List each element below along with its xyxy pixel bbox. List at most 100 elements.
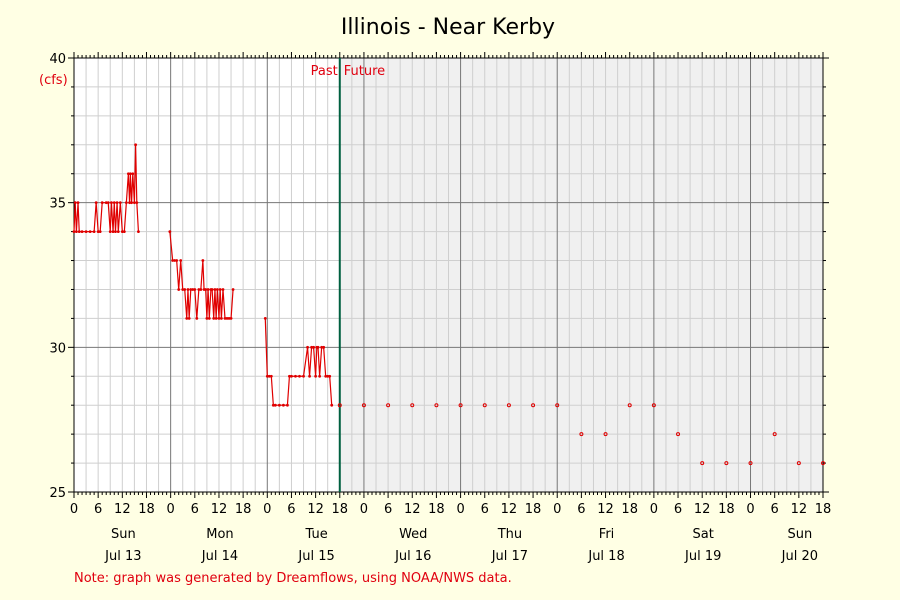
x-tick-label: 18 — [525, 502, 542, 517]
observed-point — [128, 201, 131, 205]
observed-point — [134, 143, 138, 147]
observed-point — [218, 288, 222, 291]
observed-point — [185, 317, 189, 320]
day-of-week-label: Sat — [693, 527, 714, 542]
forecast-point — [603, 432, 608, 437]
observed-point — [179, 259, 183, 262]
observed-point — [306, 345, 309, 349]
observed-point — [197, 288, 201, 291]
observed-point — [126, 172, 130, 176]
forecast-point — [555, 403, 560, 408]
x-tick-label: 12 — [307, 502, 324, 517]
observed-point — [229, 317, 233, 320]
observed-point — [267, 374, 271, 378]
observed-point — [175, 259, 179, 262]
observed-point — [72, 230, 76, 234]
observed-point — [318, 374, 322, 378]
observed-point — [130, 201, 133, 205]
x-tick-label: 12 — [597, 502, 614, 517]
observed-point — [316, 345, 320, 349]
forecast-point — [579, 432, 584, 437]
x-tick-label: 0 — [167, 502, 175, 517]
observed-point — [212, 317, 216, 320]
observed-point — [206, 288, 210, 291]
x-tick-label: 6 — [577, 502, 585, 517]
observed-point — [326, 374, 330, 378]
observed-point — [227, 317, 231, 320]
observed-point — [122, 230, 126, 234]
observed-point — [120, 230, 124, 234]
observed-point — [104, 201, 108, 205]
observed-point — [75, 230, 78, 234]
x-tick-label: 6 — [674, 502, 682, 517]
date-label: Jul 19 — [684, 549, 721, 564]
observed-point — [96, 230, 100, 234]
observed-point — [207, 317, 211, 320]
observed-point — [223, 317, 227, 320]
observed-point — [116, 230, 120, 234]
forecast-point — [772, 432, 777, 437]
observed-point — [110, 201, 113, 205]
observed-point — [137, 230, 140, 234]
observed-point — [330, 403, 334, 407]
x-tick-label: 12 — [791, 502, 808, 517]
day-of-week-label: Sun — [111, 527, 136, 542]
observed-point — [205, 317, 209, 320]
observed-point — [217, 317, 221, 320]
observed-point — [88, 230, 92, 234]
observed-point — [191, 288, 195, 291]
x-tick-label: 0 — [70, 502, 78, 517]
observed-point — [84, 230, 88, 234]
x-tick-label: 18 — [621, 502, 638, 517]
observed-point — [263, 317, 267, 320]
observed-point — [269, 374, 273, 378]
date-label: Jul 15 — [297, 549, 334, 564]
x-tick-label: 6 — [384, 502, 392, 517]
observed-point — [189, 288, 193, 291]
observed-point — [76, 201, 80, 205]
y-tick-label: 25 — [49, 486, 66, 501]
y-axis-unit-label: (cfs) — [39, 73, 68, 88]
x-tick-label: 0 — [456, 502, 464, 517]
y-tick-label: 35 — [49, 197, 66, 212]
observed-point — [181, 288, 185, 291]
observed-point — [201, 259, 205, 262]
observed-point — [98, 230, 102, 234]
forecast-point — [676, 432, 681, 437]
observed-point — [204, 288, 208, 291]
x-tick-label: 12 — [114, 502, 131, 517]
observed-point — [168, 230, 172, 234]
observed-point — [193, 288, 197, 291]
observed-point — [288, 374, 291, 378]
observed-point — [128, 172, 132, 176]
x-tick-label: 12 — [211, 502, 228, 517]
date-label: Jul 14 — [201, 549, 238, 564]
chart-title: Illinois - Near Kerby — [341, 15, 555, 40]
date-label: Jul 13 — [104, 549, 141, 564]
observed-point — [173, 259, 177, 262]
x-tick-label: 6 — [481, 502, 489, 517]
observed-point — [94, 201, 98, 205]
observed-point — [77, 230, 81, 234]
forecast-point — [821, 461, 825, 466]
observed-point — [214, 317, 218, 320]
x-tick-label: 0 — [263, 502, 271, 517]
observed-point — [106, 201, 110, 205]
observed-point — [131, 172, 135, 176]
observed-point — [294, 374, 297, 378]
x-tick-label: 6 — [191, 502, 199, 517]
day-of-week-label: Wed — [399, 527, 427, 542]
observed-point — [92, 230, 96, 234]
x-tick-label: 18 — [718, 502, 735, 517]
observed-point — [80, 230, 84, 234]
observed-point — [310, 345, 313, 349]
observed-point — [314, 374, 318, 378]
observed-point — [271, 403, 275, 407]
forecast-point — [434, 403, 439, 408]
observed-point — [320, 345, 324, 349]
forecast-point — [506, 403, 511, 408]
observed-point — [186, 288, 190, 291]
observed-point — [273, 403, 277, 407]
forecast-point — [627, 403, 632, 408]
